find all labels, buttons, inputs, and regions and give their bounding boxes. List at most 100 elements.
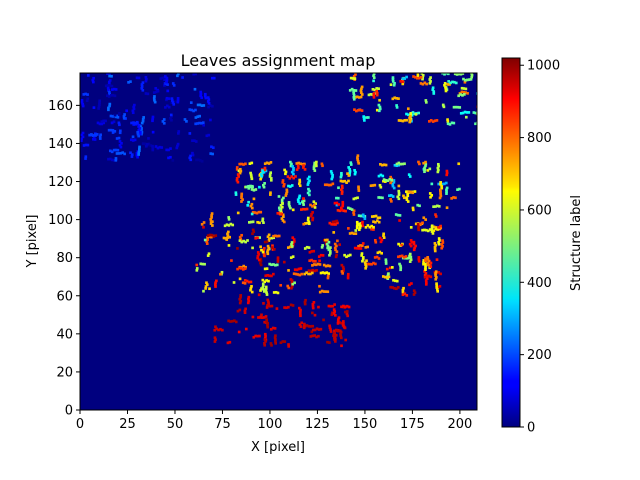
heatmap-cell xyxy=(408,115,412,118)
heatmap-cell xyxy=(170,118,173,122)
heatmap-cell xyxy=(439,192,442,196)
heatmap-cell xyxy=(462,77,465,81)
heatmap-cell xyxy=(377,87,380,91)
heatmap-cell xyxy=(397,97,400,100)
heatmap-cell xyxy=(359,222,363,225)
heatmap-cell xyxy=(246,301,250,305)
heatmap-cell xyxy=(463,110,467,114)
heatmap-cell xyxy=(159,77,163,80)
heatmap-cell xyxy=(152,97,156,100)
heatmap-cell xyxy=(259,245,262,249)
heatmap-cell xyxy=(163,78,166,81)
heatmap-cell xyxy=(303,302,307,306)
heatmap-cell xyxy=(374,240,378,244)
heatmap-cell xyxy=(395,279,399,283)
heatmap-cell xyxy=(437,237,441,240)
heatmap-cell xyxy=(313,313,317,317)
heatmap-cell xyxy=(382,232,385,236)
heatmap-cell xyxy=(310,330,314,334)
heatmap-cell xyxy=(334,337,337,341)
heatmap-cell xyxy=(406,192,409,196)
heatmap-cell xyxy=(139,130,142,134)
heatmap-cell xyxy=(341,265,345,269)
heatmap-cell xyxy=(272,247,276,251)
heatmap-cell xyxy=(426,169,430,172)
heatmap-cell xyxy=(295,162,299,165)
heatmap-cell xyxy=(326,264,330,267)
heatmap-cell xyxy=(342,267,345,271)
heatmap-cell xyxy=(108,84,112,87)
heatmap-cell xyxy=(212,235,216,238)
heatmap-cell xyxy=(326,276,330,280)
heatmap-cell xyxy=(463,80,467,84)
heatmap-cell xyxy=(248,221,251,224)
heatmap-cell xyxy=(244,307,247,311)
heatmap-cell xyxy=(250,285,253,288)
heatmap-cell xyxy=(372,92,376,95)
heatmap-cell xyxy=(431,86,435,90)
heatmap-cell xyxy=(314,162,318,166)
heatmap-cell xyxy=(243,267,247,270)
heatmap-cell xyxy=(265,293,269,296)
heatmap-cell xyxy=(119,145,123,149)
heatmap-cell xyxy=(153,100,157,104)
heatmap-cell xyxy=(244,265,247,269)
heatmap-cell xyxy=(111,93,115,97)
heatmap-cell xyxy=(286,175,290,178)
heatmap-cell xyxy=(84,157,87,160)
heatmap-cell xyxy=(240,233,243,237)
heatmap-cell xyxy=(437,226,441,229)
heatmap-cell xyxy=(340,190,344,194)
heatmap-cell xyxy=(401,82,405,86)
heatmap-cell xyxy=(360,93,364,96)
heatmap-cell xyxy=(220,270,224,274)
heatmap-cell xyxy=(161,120,165,123)
heatmap-cell xyxy=(340,171,343,175)
heatmap-cell xyxy=(250,206,254,210)
heatmap-cell xyxy=(97,107,100,110)
heatmap-cell xyxy=(355,109,358,113)
heatmap-cell xyxy=(227,224,231,227)
heatmap-cell xyxy=(204,287,207,290)
heatmap-cell xyxy=(376,251,380,255)
heatmap-cell xyxy=(409,226,413,229)
heatmap-cell xyxy=(262,316,266,319)
heatmap-cell xyxy=(307,269,311,273)
heatmap-cell xyxy=(411,206,415,210)
heatmap-cell xyxy=(108,102,112,106)
heatmap-cell xyxy=(417,228,421,232)
heatmap-cell xyxy=(177,132,180,135)
heatmap-cell xyxy=(288,245,292,249)
heatmap-cell xyxy=(160,146,164,149)
heatmap-cell xyxy=(268,173,272,176)
heatmap-cell xyxy=(420,73,424,75)
heatmap-cell xyxy=(303,222,307,225)
heatmap-cell xyxy=(423,170,426,174)
heatmap-cell xyxy=(354,196,358,200)
heatmap-cell xyxy=(329,170,333,173)
heatmap-cell xyxy=(192,73,196,76)
heatmap-cell xyxy=(156,146,160,150)
heatmap-cell xyxy=(205,281,208,285)
heatmap-cell xyxy=(330,313,334,317)
colorbar-tick-label: 1000 xyxy=(527,59,560,74)
heatmap-cell xyxy=(463,93,466,96)
heatmap-cell xyxy=(406,107,410,111)
heatmap-cell xyxy=(354,73,357,76)
heatmap-cell xyxy=(257,258,261,262)
heatmap-cell xyxy=(265,161,269,165)
heatmap-cell xyxy=(440,184,443,188)
heatmap-cell xyxy=(118,115,121,119)
plot-area xyxy=(80,73,477,410)
heatmap-cell xyxy=(292,172,295,176)
heatmap-cell xyxy=(293,240,296,243)
heatmap-cell xyxy=(92,106,96,109)
heatmap-cell xyxy=(266,235,270,239)
heatmap-cell xyxy=(177,130,181,133)
heatmap-cell xyxy=(250,188,254,191)
heatmap-cell xyxy=(288,185,292,188)
heatmap-cell xyxy=(423,166,426,170)
heatmap-cell xyxy=(324,264,328,268)
heatmap-cell xyxy=(411,111,415,114)
heatmap-cell xyxy=(293,268,297,272)
